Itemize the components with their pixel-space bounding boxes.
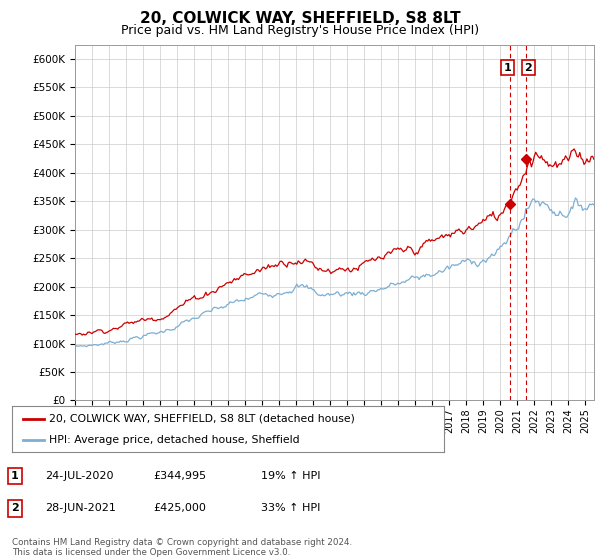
Text: 20, COLWICK WAY, SHEFFIELD, S8 8LT: 20, COLWICK WAY, SHEFFIELD, S8 8LT <box>140 11 460 26</box>
Text: 19% ↑ HPI: 19% ↑ HPI <box>261 471 320 481</box>
Text: 28-JUN-2021: 28-JUN-2021 <box>45 503 116 514</box>
Text: HPI: Average price, detached house, Sheffield: HPI: Average price, detached house, Shef… <box>49 436 299 445</box>
Text: 24-JUL-2020: 24-JUL-2020 <box>45 471 113 481</box>
Text: 2: 2 <box>11 503 19 514</box>
Text: 1: 1 <box>503 63 511 73</box>
Text: £344,995: £344,995 <box>153 471 206 481</box>
Text: Contains HM Land Registry data © Crown copyright and database right 2024.
This d: Contains HM Land Registry data © Crown c… <box>12 538 352 557</box>
Text: £425,000: £425,000 <box>153 503 206 514</box>
Text: 20, COLWICK WAY, SHEFFIELD, S8 8LT (detached house): 20, COLWICK WAY, SHEFFIELD, S8 8LT (deta… <box>49 414 355 424</box>
Text: Price paid vs. HM Land Registry's House Price Index (HPI): Price paid vs. HM Land Registry's House … <box>121 24 479 37</box>
Text: 1: 1 <box>11 471 19 481</box>
Text: 2: 2 <box>524 63 532 73</box>
Text: 33% ↑ HPI: 33% ↑ HPI <box>261 503 320 514</box>
